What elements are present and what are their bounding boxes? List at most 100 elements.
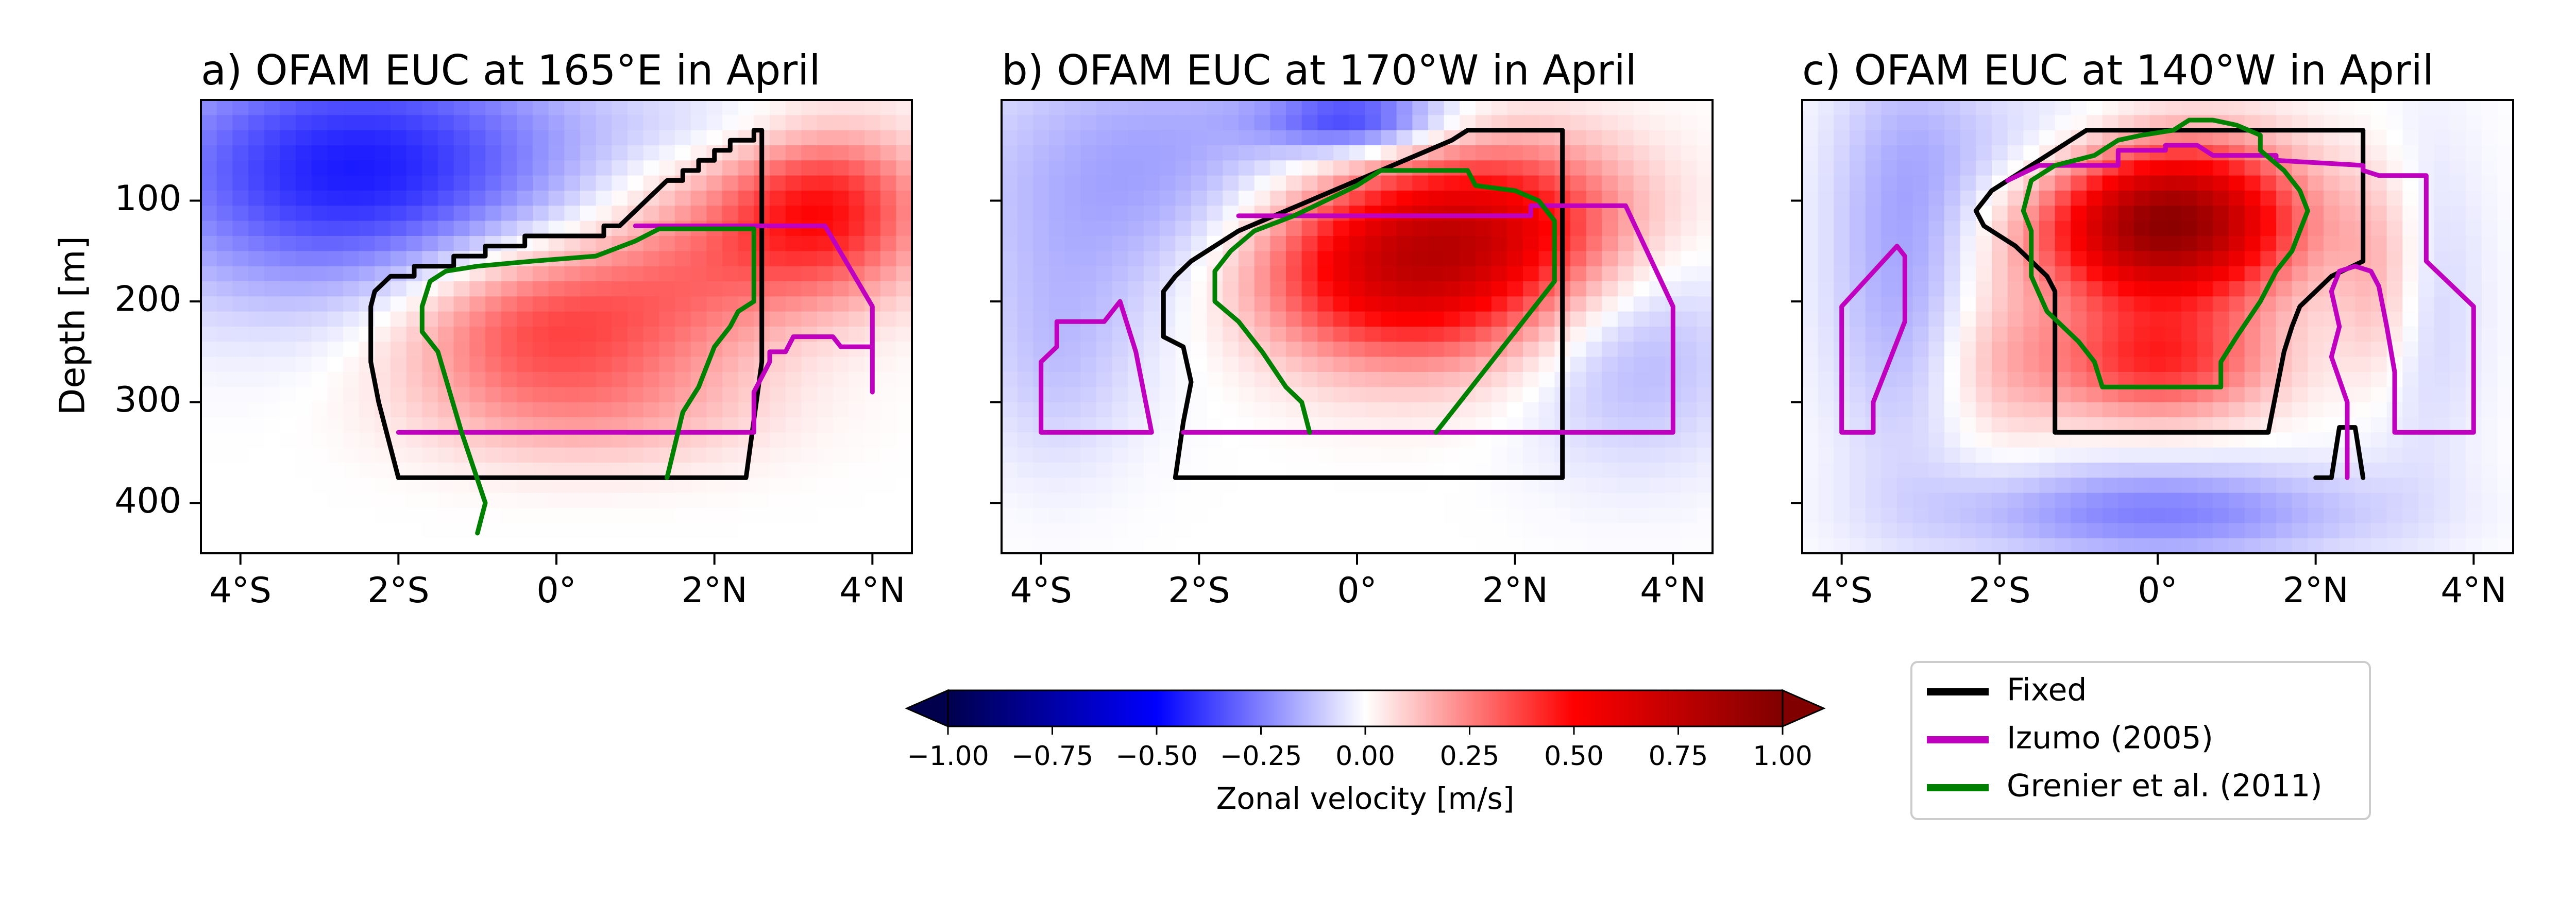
heatmap-cell [2450,191,2466,207]
heatmap-cell [596,402,613,418]
heatmap-cell [1570,463,1587,479]
heatmap-cell [1444,145,1461,161]
heatmap-cell [359,417,376,433]
heatmap-cell [2276,236,2293,252]
heatmap-cell [2039,115,2056,131]
heatmap-cell [1834,100,1850,116]
heatmap-cell [1381,191,1397,207]
heatmap-cell [1570,206,1587,222]
heatmap-cell [469,342,486,358]
heatmap-cell [2276,206,2293,222]
heatmap-cell [2134,236,2150,252]
heatmap-cell [1159,342,1176,358]
heatmap-cell [264,145,281,161]
heatmap-cell [1064,130,1081,146]
heatmap-cell [1897,508,1913,524]
heatmap-cell [422,130,438,146]
heatmap-cell [359,220,376,236]
heatmap-cell [2102,191,2119,207]
heatmap-cell [1586,311,1603,327]
heatmap-cell [1633,145,1650,161]
heatmap-cell [1191,220,1208,236]
heatmap-cell [580,206,597,222]
heatmap-cell [485,356,502,372]
heatmap-cell [264,191,281,207]
heatmap-cell [311,130,328,146]
heatmap-cell [2434,478,2451,494]
heatmap-cell [2023,387,2040,403]
heatmap-cell [1460,191,1476,207]
heatmap-cell [770,342,786,358]
heatmap-cell [232,402,249,418]
heatmap-cell [1096,191,1113,207]
heatmap-cell [770,100,786,116]
heatmap-cell [1586,220,1603,236]
heatmap-cell [1064,236,1081,252]
heatmap-cell [2466,508,2482,524]
heatmap-cell [1818,206,1835,222]
heatmap-cell [1865,206,1882,222]
heatmap-cell [201,402,217,418]
heatmap-cell [1992,447,2008,463]
heatmap-cell [1333,296,1350,312]
heatmap-cell [1834,251,1850,267]
heatmap-cell [1976,175,1992,191]
heatmap-cell [375,523,391,539]
heatmap-cell [2007,220,2024,236]
heatmap-cell [564,387,581,403]
heatmap-cell [1396,100,1413,116]
heatmap-cell [865,417,881,433]
heatmap-cell [1349,220,1366,236]
heatmap-cell [1128,447,1144,463]
heatmap-cell [1444,447,1461,463]
heatmap-cell [1333,311,1350,327]
heatmap-cell [1017,538,1034,553]
heatmap-cell [1444,372,1461,388]
heatmap-cell [1586,327,1603,343]
heatmap-cell [1002,236,1018,252]
heatmap-cell [2149,220,2166,236]
heatmap-cell [2244,372,2261,388]
heatmap-cell [1033,175,1049,191]
heatmap-cell [1681,478,1698,494]
heatmap-cell [2213,387,2229,403]
heatmap-cell [2434,115,2451,131]
heatmap-cell [2324,508,2340,524]
heatmap-cell [1928,175,1945,191]
heatmap-cell [1396,115,1413,131]
heatmap-cell [1897,115,1913,131]
heatmap-cell [2371,508,2387,524]
heatmap-cell [1665,493,1682,508]
heatmap-cell [1850,447,1866,463]
heatmap-cell [2497,356,2513,372]
heatmap-cell [770,236,786,252]
heatmap-cell [2149,311,2166,327]
heatmap-cell [2007,387,2024,403]
heatmap-cell [280,145,296,161]
heatmap-cell [2165,145,2182,161]
heatmap-cell [2466,251,2482,267]
heatmap-cell [1064,191,1081,207]
heatmap-cell [833,220,850,236]
colorbar: −1.00 −0.75 −0.50 −0.25 0.00 0.25 0.50 0.75 1.00… [905,689,1826,816]
heatmap-cell [1586,508,1603,524]
heatmap-cell [2371,342,2387,358]
heatmap-cell [2007,478,2024,494]
heatmap-cell [2276,432,2293,448]
heatmap-cell [485,296,502,312]
heatmap-cell [1349,191,1366,207]
heatmap-cell [2292,447,2309,463]
heatmap-cell [375,342,391,358]
heatmap-cell [580,236,597,252]
heatmap-cell [2386,478,2403,494]
heatmap-cell [2039,538,2056,553]
heatmap-cell [2497,523,2513,539]
heatmap-cell [311,220,328,236]
heatmap-cell [2181,175,2198,191]
heatmap-cell [1239,206,1255,222]
heatmap-cell [2402,387,2419,403]
heatmap-cell [2481,508,2498,524]
heatmap-cell [2134,387,2150,403]
heatmap-cell [2497,206,2513,222]
heatmap-cell [343,327,360,343]
